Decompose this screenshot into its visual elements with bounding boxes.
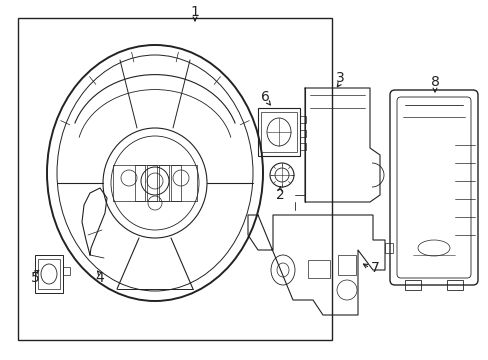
Bar	[384, 243, 392, 253]
Bar	[63, 267, 70, 275]
Bar	[171, 165, 181, 201]
Text: 5: 5	[31, 271, 40, 285]
Bar	[18, 18, 331, 340]
Text: 7: 7	[370, 261, 379, 275]
Bar	[299, 130, 305, 137]
Bar	[159, 165, 169, 201]
Bar	[337, 255, 355, 275]
Bar	[307, 260, 329, 278]
Bar	[299, 116, 305, 123]
Bar	[261, 112, 296, 152]
Bar	[38, 259, 60, 289]
Bar	[35, 255, 63, 293]
Text: 8: 8	[429, 75, 439, 89]
Text: 2: 2	[275, 188, 284, 202]
Text: 1: 1	[190, 5, 199, 19]
Text: 6: 6	[260, 90, 269, 104]
Bar	[446, 280, 462, 290]
Bar	[135, 165, 145, 201]
Bar	[147, 165, 157, 201]
Bar	[404, 280, 420, 290]
Text: 3: 3	[335, 71, 344, 85]
Text: 4: 4	[96, 271, 104, 285]
Bar	[299, 143, 305, 150]
Bar	[258, 108, 299, 156]
